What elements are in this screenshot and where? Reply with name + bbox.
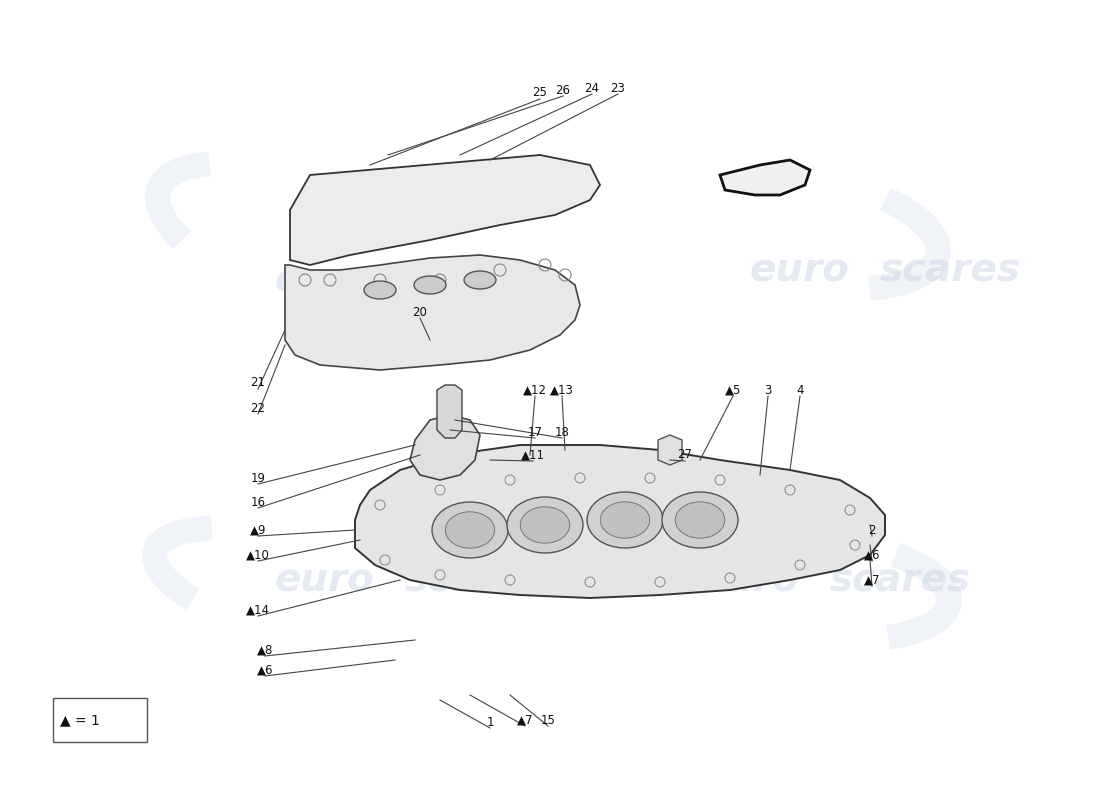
Text: scares: scares [405, 561, 546, 599]
Ellipse shape [587, 492, 663, 548]
Text: ▲ = 1: ▲ = 1 [60, 713, 100, 727]
Polygon shape [285, 255, 580, 370]
Text: scares: scares [405, 261, 546, 299]
Ellipse shape [432, 502, 508, 558]
Text: ▲6: ▲6 [864, 549, 880, 562]
Text: ▲11: ▲11 [521, 449, 544, 462]
Text: 18: 18 [554, 426, 570, 438]
Text: ▲12: ▲12 [522, 383, 547, 397]
Text: euro: euro [700, 561, 800, 599]
Text: ▲6: ▲6 [256, 663, 273, 677]
Polygon shape [437, 385, 462, 438]
Polygon shape [290, 155, 600, 265]
Text: euro: euro [275, 261, 375, 299]
Text: 23: 23 [610, 82, 626, 94]
Text: 19: 19 [251, 471, 265, 485]
Text: 24: 24 [584, 82, 600, 94]
Text: ▲9: ▲9 [250, 523, 266, 537]
Text: 20: 20 [412, 306, 428, 318]
Text: 26: 26 [556, 83, 571, 97]
FancyBboxPatch shape [53, 698, 147, 742]
Ellipse shape [414, 276, 446, 294]
Polygon shape [658, 435, 682, 465]
Ellipse shape [675, 502, 725, 538]
Text: 3: 3 [764, 383, 772, 397]
Text: ▲5: ▲5 [725, 383, 741, 397]
Text: 15: 15 [540, 714, 556, 726]
Text: euro: euro [750, 251, 850, 289]
Text: ▲7: ▲7 [517, 714, 534, 726]
Text: 25: 25 [532, 86, 548, 99]
Ellipse shape [662, 492, 738, 548]
Ellipse shape [446, 512, 495, 548]
Text: 17: 17 [528, 426, 542, 438]
Text: ▲8: ▲8 [256, 643, 273, 657]
Polygon shape [355, 445, 886, 598]
Text: scares: scares [830, 561, 971, 599]
Text: scares: scares [880, 251, 1021, 289]
Ellipse shape [364, 281, 396, 299]
Ellipse shape [464, 271, 496, 289]
Text: 16: 16 [251, 495, 265, 509]
Text: ▲10: ▲10 [246, 549, 270, 562]
Text: euro: euro [275, 561, 375, 599]
Ellipse shape [520, 507, 570, 543]
Polygon shape [720, 160, 810, 195]
Ellipse shape [507, 497, 583, 553]
Text: 21: 21 [251, 377, 265, 390]
Text: 2: 2 [868, 523, 876, 537]
Text: ▲7: ▲7 [864, 574, 880, 586]
Text: ▲13: ▲13 [550, 383, 574, 397]
Polygon shape [410, 415, 480, 480]
Text: 22: 22 [251, 402, 265, 414]
Text: 27: 27 [678, 449, 693, 462]
Text: 1: 1 [486, 715, 494, 729]
Text: 4: 4 [796, 383, 804, 397]
Text: ▲14: ▲14 [246, 603, 270, 617]
Ellipse shape [601, 502, 650, 538]
